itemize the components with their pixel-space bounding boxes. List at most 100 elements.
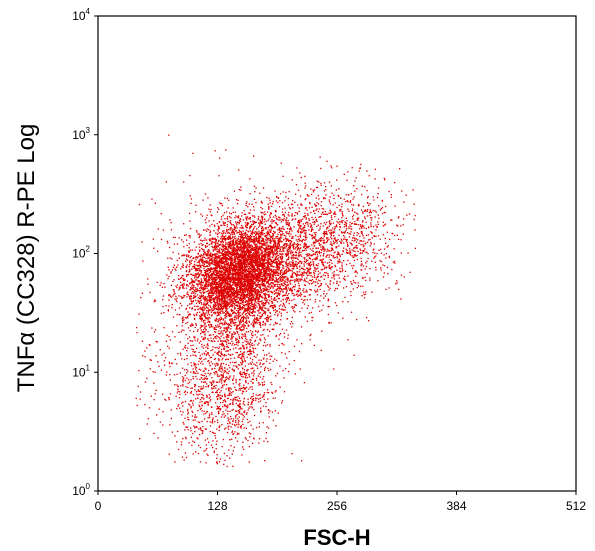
data-point [254, 272, 256, 275]
data-point [259, 315, 261, 317]
data-point [167, 277, 169, 280]
data-point [244, 333, 246, 335]
data-point [231, 264, 233, 266]
data-point [217, 281, 219, 283]
data-point [191, 287, 193, 289]
data-point [250, 314, 252, 317]
data-point [251, 257, 254, 259]
data-point [257, 233, 260, 236]
data-point [206, 296, 208, 298]
data-point [204, 261, 206, 263]
data-point [214, 277, 216, 279]
data-point [260, 316, 262, 318]
data-point [259, 287, 261, 289]
data-point [235, 255, 237, 258]
data-point [240, 289, 243, 291]
data-point [198, 302, 201, 304]
data-point [252, 285, 254, 287]
data-point [285, 293, 287, 295]
data-point [239, 238, 242, 240]
data-point [232, 280, 234, 282]
data-point [225, 302, 228, 305]
data-point [250, 278, 253, 280]
data-point [225, 268, 227, 270]
data-point [259, 270, 261, 272]
data-point [254, 320, 256, 322]
data-point [206, 250, 208, 252]
data-point [189, 268, 191, 271]
data-point [246, 227, 248, 229]
data-point [246, 322, 248, 324]
data-point [235, 250, 237, 253]
data-point [231, 284, 234, 286]
data-point [270, 268, 272, 271]
data-point [258, 286, 260, 288]
data-point [220, 260, 222, 263]
data-point [274, 232, 276, 234]
data-point [272, 307, 274, 310]
data-point [214, 336, 216, 339]
data-point [238, 307, 240, 309]
data-point [222, 290, 224, 292]
data-point [220, 259, 223, 262]
data-point [223, 293, 226, 295]
data-point [268, 233, 271, 236]
data-point [235, 295, 237, 297]
data-point [293, 295, 295, 297]
data-point [226, 284, 228, 286]
data-point [219, 258, 222, 260]
data-point [254, 269, 256, 271]
data-point [217, 303, 219, 305]
data-point [253, 209, 255, 211]
data-point [236, 216, 238, 218]
data-point [215, 266, 217, 269]
data-point [248, 250, 250, 252]
data-point [253, 215, 255, 217]
data-point [213, 279, 215, 281]
data-point [285, 240, 287, 242]
data-point [243, 244, 246, 246]
data-point [239, 275, 241, 277]
data-point [263, 302, 266, 305]
data-point [226, 268, 229, 270]
data-point [225, 271, 228, 273]
data-point [265, 301, 268, 303]
data-point [228, 250, 230, 253]
data-point [248, 312, 250, 315]
data-point [282, 290, 284, 293]
data-point [210, 258, 212, 261]
data-point [187, 315, 189, 318]
data-point [288, 252, 290, 254]
data-point [232, 282, 234, 284]
data-point [258, 302, 260, 304]
data-point [274, 244, 277, 246]
data-point [266, 277, 268, 280]
data-point [291, 287, 294, 289]
data-point [169, 295, 172, 297]
data-point [249, 302, 251, 304]
data-point [236, 274, 239, 276]
data-point [258, 292, 260, 294]
data-point [286, 270, 289, 272]
data-point [269, 252, 271, 254]
data-point [210, 268, 212, 271]
data-point [248, 342, 250, 345]
data-point [225, 287, 228, 289]
data-point [232, 248, 234, 250]
data-point [239, 236, 242, 238]
data-point [258, 284, 260, 286]
data-point [248, 265, 251, 268]
data-point [240, 286, 242, 289]
data-point [231, 310, 233, 312]
data-point [238, 240, 240, 242]
data-point [255, 243, 257, 245]
data-point [219, 251, 221, 253]
data-point [240, 263, 242, 265]
data-point [198, 274, 200, 277]
data-point [272, 278, 274, 280]
data-point [276, 251, 278, 254]
data-point [242, 277, 244, 279]
data-point [228, 267, 230, 269]
data-point [248, 280, 250, 282]
data-point [252, 287, 254, 289]
